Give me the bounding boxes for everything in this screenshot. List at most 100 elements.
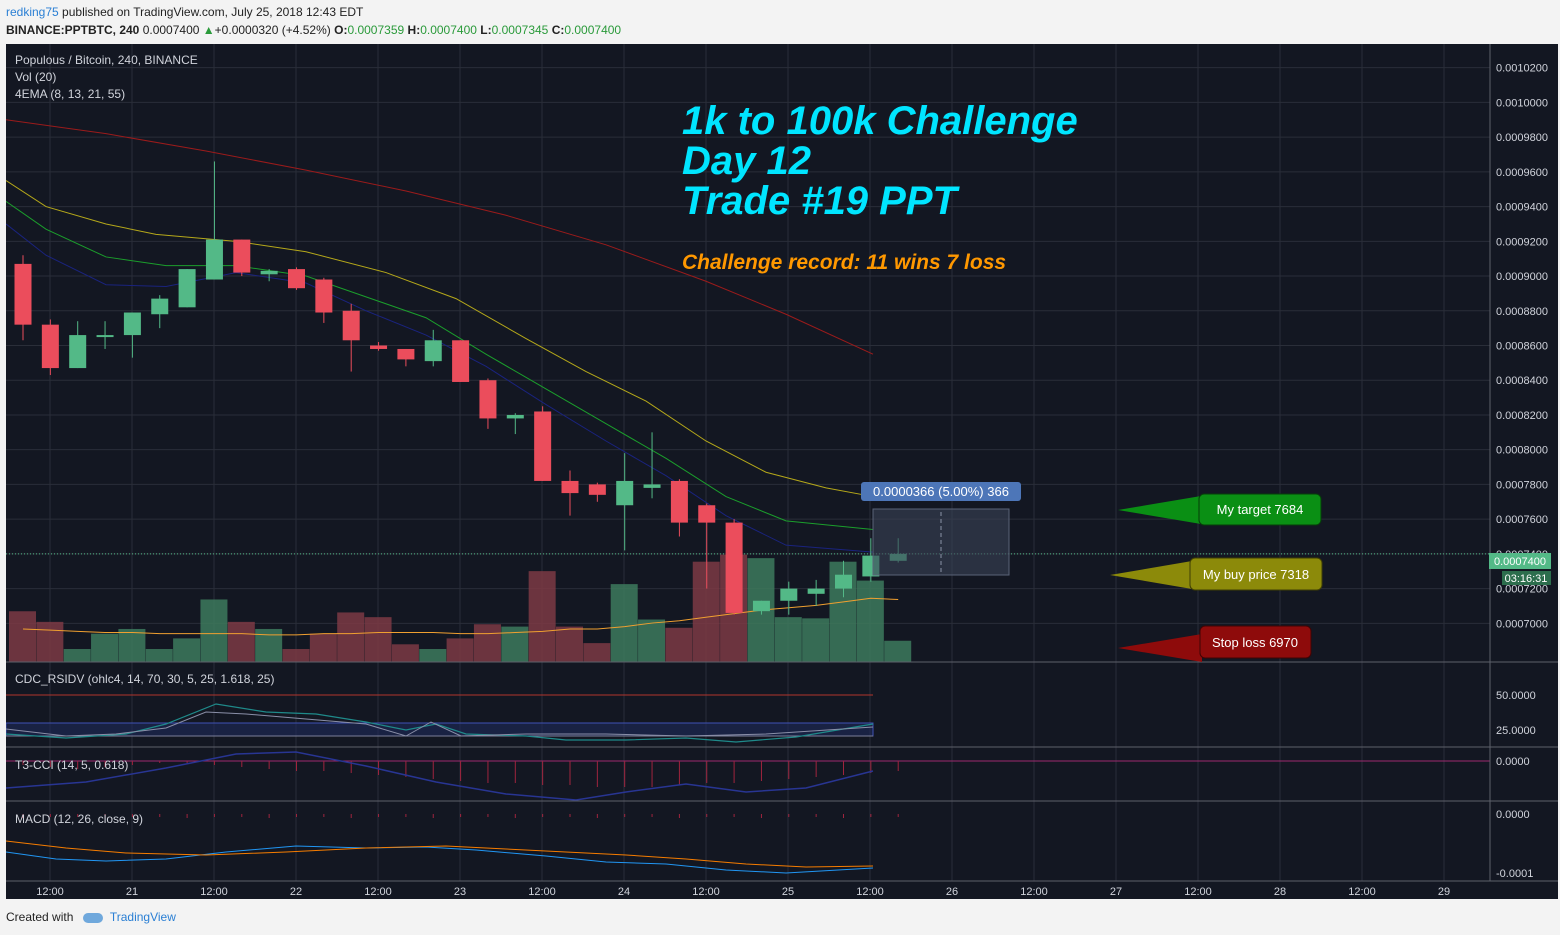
candle-up	[424, 340, 442, 362]
x-tick-label: 12:00	[1020, 886, 1048, 898]
target-callout-text: My target 7684	[1217, 502, 1304, 517]
legend-t3cci: T3-CCI (14, 5, 0.618)	[15, 758, 128, 772]
rsidv-tick: 25.0000	[1496, 725, 1536, 737]
candle-down	[698, 505, 716, 523]
buy-callout[interactable]	[1189, 557, 1323, 591]
target-callout[interactable]	[1198, 493, 1322, 526]
buy-callout-pointer	[1110, 561, 1192, 589]
candle-up	[260, 270, 278, 275]
candle-up	[123, 312, 141, 336]
candle-up	[616, 480, 634, 506]
countdown-text: 03:16:31	[1505, 573, 1548, 585]
legend-macd: MACD (12, 26, close, 9)	[15, 812, 143, 826]
stop-callout[interactable]	[1199, 625, 1312, 659]
legend-rsidv: CDC_RSIDV (ohlc4, 14, 70, 30, 5, 25, 1.6…	[15, 672, 274, 686]
x-tick-label: 12:00	[200, 886, 228, 898]
publish-line: redking75 published on TradingView.com, …	[6, 5, 363, 19]
volume-bar	[665, 627, 693, 662]
stop-callout-pointer	[1118, 634, 1202, 662]
candle-up	[178, 269, 196, 308]
candle-down	[342, 310, 360, 341]
target-callout-pointer	[1118, 496, 1201, 524]
low-label: L:	[480, 23, 492, 37]
high-value: 0.0007400	[420, 23, 477, 37]
volume-bars	[9, 554, 912, 662]
x-tick-label: 27	[1110, 886, 1122, 898]
candles	[14, 161, 907, 615]
price-change: +0.0000320 (+4.52%)	[214, 23, 331, 37]
volume-bar	[118, 628, 146, 662]
candle-down	[561, 480, 579, 494]
ema55-line	[5, 119, 874, 355]
volume-bar	[583, 643, 611, 662]
annotation-title-line2: Day 12	[682, 139, 811, 183]
x-tick-label: 28	[1274, 886, 1286, 898]
x-tick-label: 22	[290, 886, 302, 898]
volume-bar	[282, 649, 310, 662]
candle-up	[69, 335, 87, 369]
author-link[interactable]: redking75	[6, 5, 59, 19]
close-value: 0.0007400	[564, 23, 622, 37]
x-tick-label: 23	[454, 886, 466, 898]
candle-down	[288, 269, 305, 289]
volume-ma-line	[22, 597, 899, 636]
x-tick-label: 25	[782, 886, 794, 898]
x-tick-label: 24	[618, 886, 630, 898]
measure-label-bg	[861, 482, 1021, 501]
volume-bar	[391, 644, 419, 662]
tradingview-cloud-icon	[82, 912, 103, 923]
volume-bar	[145, 649, 173, 662]
macd-tick: -0.0001	[1496, 868, 1533, 880]
candle-down	[41, 324, 59, 369]
cci-line	[5, 751, 874, 801]
low-value: 0.0007345	[491, 23, 549, 37]
volume-bar	[638, 619, 666, 662]
y-tick-label: 0.0009000	[1496, 271, 1548, 283]
open-value: 0.0007359	[347, 23, 405, 37]
volume-bar	[856, 580, 884, 662]
x-tick-label: 21	[126, 886, 138, 898]
macd-line	[5, 845, 874, 874]
y-tick-label: 0.0010000	[1496, 97, 1548, 109]
footer: Created with TradingView	[6, 910, 176, 924]
candle-up	[96, 335, 114, 338]
axes: 12:00 21 12:00 22 12:00 23 12:00 24 12:00 25 12:00…	[6, 44, 1558, 898]
y-tick-label: 0.0007800	[1496, 479, 1548, 491]
x-tick-label: 12:00	[1348, 886, 1376, 898]
chart-area[interactable]: 12:00 21 12:00 22 12:00 23 12:00 24 12:00 25 12:00…	[5, 44, 1558, 899]
volume-bar	[9, 611, 36, 662]
y-tick-label: 0.0009600	[1496, 167, 1548, 179]
volume-bar	[610, 584, 638, 662]
y-tick-label: 0.0009200	[1496, 236, 1548, 248]
legend-title: Populous / Bitcoin, 240, BINANCE	[15, 53, 198, 67]
volume-bar	[63, 649, 91, 662]
tradingview-link[interactable]: TradingView	[109, 910, 176, 924]
y-tick-label: 0.0009800	[1496, 132, 1548, 144]
candle-down	[588, 484, 606, 495]
measure-label: 0.0000366 (5.00%) 366	[873, 484, 1009, 499]
price-tag-text: 0.0007400	[1494, 556, 1546, 568]
candle-down	[725, 522, 743, 613]
y-tick-label: 0.0008600	[1496, 341, 1548, 353]
annotation-title-line1: 1k to 100k Challenge	[682, 99, 1078, 143]
annotation-title-line3: Trade #19 PPT	[682, 179, 961, 223]
candle-up	[506, 414, 524, 419]
symbol-label: BINANCE:PPTBTC, 240	[6, 23, 140, 37]
volume-bar	[884, 640, 912, 662]
x-tick-label: 12:00	[36, 886, 64, 898]
candle-down	[452, 340, 470, 382]
rsidv-line	[5, 703, 874, 743]
y-tick-label: 0.0007000	[1496, 618, 1548, 630]
close-label: C:	[551, 23, 565, 37]
price-tag	[1489, 553, 1551, 569]
volume-bar	[337, 612, 365, 662]
volume-bar	[419, 649, 447, 662]
candle-up	[205, 239, 223, 280]
volume-bar	[364, 617, 392, 662]
volume-bar	[91, 633, 119, 662]
chart-svg[interactable]: 12:00 21 12:00 22 12:00 23 12:00 24 12:00 25 12:00…	[5, 44, 1558, 899]
ema13-line	[5, 200, 874, 531]
volume-bar	[255, 628, 283, 662]
y-tick-label: 0.0010200	[1496, 63, 1548, 75]
volume-bar	[446, 638, 474, 662]
